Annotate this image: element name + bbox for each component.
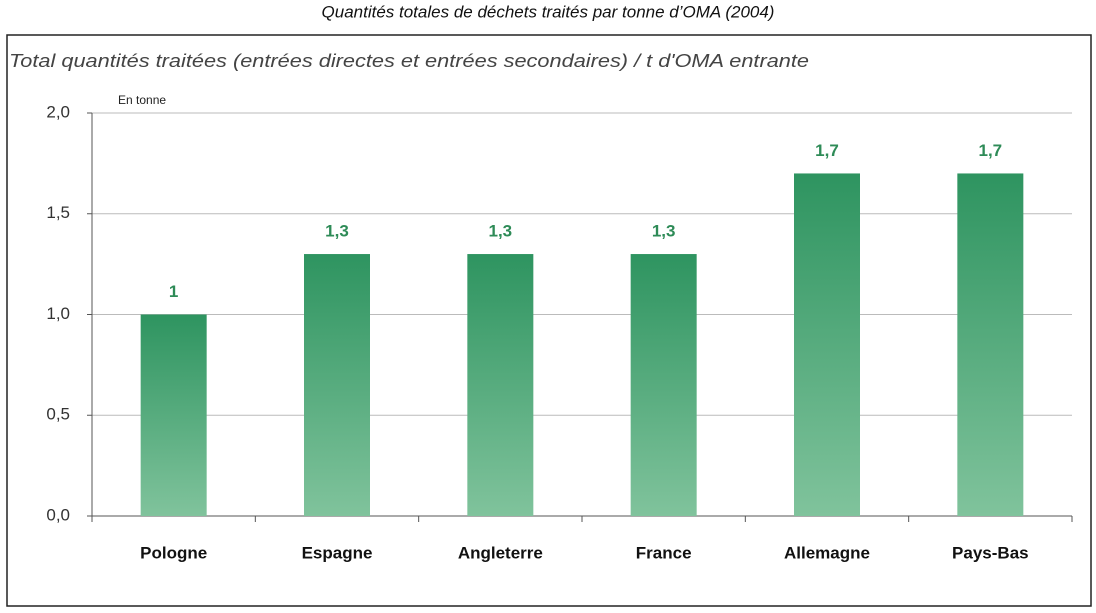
frame (6, 34, 1092, 607)
value-label: 1,3 (489, 222, 513, 241)
y-unit: En tonne (118, 93, 166, 107)
y-tick-label: 0,5 (46, 405, 70, 424)
subtitle: Total quantités traitées (entrées direct… (9, 51, 809, 71)
value-label: 1,7 (979, 141, 1003, 160)
y-tick-label: 1,5 (46, 203, 70, 222)
bar (304, 254, 370, 517)
value-label: 1,7 (815, 141, 839, 160)
x-tick-label: Espagne (302, 543, 373, 562)
y-tick-label: 0,0 (46, 505, 70, 524)
value-label: 1,3 (652, 222, 676, 241)
bar (630, 254, 697, 517)
x-tick-label: France (636, 543, 692, 562)
x-tick-label: Allemagne (784, 543, 870, 562)
value-label: 1,3 (325, 222, 349, 241)
x-tick-label: Pays-Bas (952, 543, 1029, 562)
x-tick-label: Angleterre (458, 543, 543, 562)
bar (467, 254, 534, 517)
value-label: 1 (169, 282, 178, 301)
bar (794, 173, 860, 516)
chart-title: Quantités totales de déchets traités par… (322, 2, 775, 21)
y-tick-label: 1,0 (46, 304, 70, 323)
y-tick-label: 2,0 (46, 102, 70, 121)
x-tick-label: Pologne (140, 543, 207, 562)
bar (140, 314, 207, 516)
bar (957, 173, 1024, 516)
